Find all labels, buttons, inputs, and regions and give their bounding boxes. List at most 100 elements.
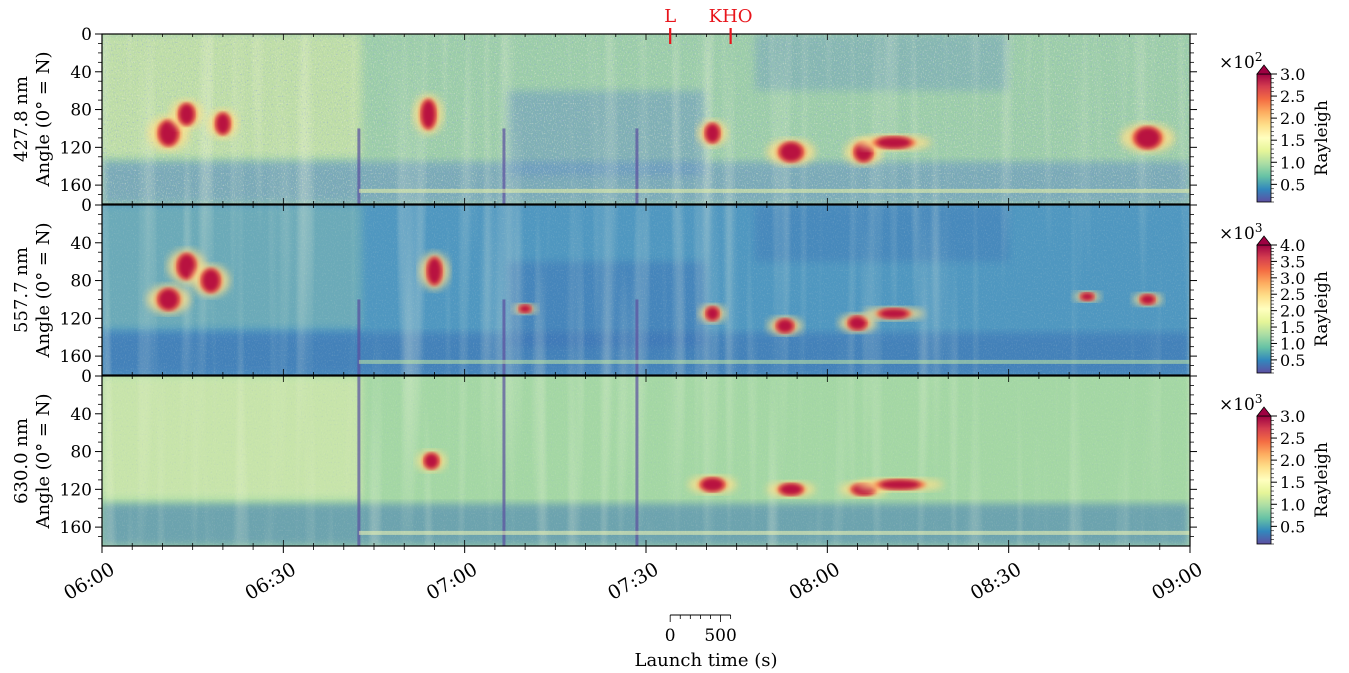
- y-tick-label: 120: [60, 138, 92, 158]
- scale-bar-tick-label: 500: [704, 626, 736, 646]
- y-tick-label: 0: [81, 196, 92, 216]
- aurora-event: [698, 304, 727, 323]
- colorbar-tick-label: 2.0: [1280, 302, 1305, 321]
- launch-time-scale-bar: Launch time (s) 0 500: [635, 614, 778, 671]
- marker-kho: KHO: [709, 6, 753, 44]
- panel-wavelength-label: 557.7 nm: [11, 247, 32, 333]
- colorbar-tick-label: 1.0: [1280, 153, 1305, 172]
- y-tick-label: 120: [60, 309, 92, 329]
- aurora-event: [207, 109, 238, 139]
- colorbar-tick-label: 3.5: [1280, 252, 1305, 271]
- colorbar-label: Rayleigh: [1312, 100, 1332, 176]
- colorbar-tick-label: 2.5: [1280, 87, 1305, 106]
- colorbar-tick-label: 2.0: [1280, 451, 1305, 470]
- colorbar-tick-label: 3.0: [1280, 269, 1305, 288]
- colorbar-extend-arrow: [1256, 235, 1272, 246]
- panel-2: 0 40 80 120 160 557.7 nm Angle (0° = N): [11, 196, 1197, 376]
- colorbar-tick-label: 1.0: [1280, 334, 1305, 353]
- y-axis-label: Angle (0° = N): [33, 51, 54, 187]
- y-tick-label: 80: [70, 272, 92, 292]
- y-tick-label: 0: [81, 367, 92, 387]
- y-tick-label: 160: [60, 176, 92, 196]
- colorbar-1: 3.0 2.5 2.0 1.5 1.0 0.5 ×102 Rayleigh: [1219, 50, 1332, 203]
- aurora-event: [512, 303, 538, 315]
- aurora-event: [767, 316, 803, 336]
- heatmap-image: [102, 376, 1190, 546]
- y-tick-label: 80: [70, 443, 92, 463]
- y-tick-label: 40: [70, 63, 92, 83]
- panel-wavelength-label: 427.8 nm: [11, 76, 32, 162]
- heatmap-image: [102, 205, 1190, 375]
- x-tick-label: 07:00: [423, 558, 481, 604]
- aurora-event: [416, 450, 447, 472]
- aurora-event: [688, 475, 737, 494]
- colorbar-tick-label: 1.0: [1280, 495, 1305, 514]
- aurora-event: [1132, 292, 1163, 307]
- colorbar-tick-label: 3.0: [1280, 407, 1305, 426]
- scale-bar-label: Launch time (s): [635, 650, 778, 671]
- marker-label: KHO: [709, 6, 753, 27]
- colorbar-gradient: [1256, 73, 1272, 203]
- y-tick-label: 160: [60, 518, 92, 538]
- colorbar-tick-label: 1.5: [1280, 131, 1305, 150]
- colorbar-tick-label: 0.5: [1280, 175, 1305, 194]
- colorbar-tick-label: 2.0: [1280, 109, 1305, 128]
- panel-1: 0 40 80 120 160 427.8 nm Angle (0° = N): [11, 25, 1197, 205]
- colorbar-extend-arrow: [1256, 64, 1272, 75]
- aurora-event: [1073, 291, 1101, 302]
- x-tick-label: 06:00: [60, 558, 118, 604]
- colorbar-multiplier: ×102: [1219, 50, 1263, 73]
- aurora-event: [855, 478, 945, 492]
- y-tick-label: 120: [60, 480, 92, 500]
- colorbar-tick-label: 2.5: [1280, 429, 1305, 448]
- colorbar-tick-label: 2.5: [1280, 285, 1305, 304]
- x-tick-label: 08:30: [967, 558, 1025, 604]
- panel-3: 0 40 80 120 160 630.0 nm Angle (0° = N): [11, 367, 1197, 547]
- colorbar-multiplier: ×103: [1219, 392, 1263, 415]
- colorbar-tick-label: 4.0: [1280, 236, 1305, 255]
- y-tick-label: 0: [81, 25, 92, 45]
- aurora-event: [697, 119, 728, 147]
- aurora-event: [862, 307, 925, 321]
- time-axis: 06:00 06:30 07:00 07:30 08:00 08:30 09:00: [60, 546, 1207, 605]
- x-tick-label: 09:00: [1148, 558, 1206, 604]
- colorbar-tick-label: 3.0: [1280, 65, 1305, 84]
- marker-l: L: [664, 6, 676, 44]
- aurora-event: [191, 264, 230, 297]
- colorbar-extend-arrow: [1256, 406, 1272, 417]
- y-tick-label: 80: [70, 101, 92, 121]
- aurora-event: [856, 134, 932, 151]
- aurora-event: [1120, 123, 1175, 153]
- heatmap-image: [102, 34, 1190, 204]
- aurora-event: [419, 252, 450, 290]
- x-tick-label: 07:30: [604, 558, 662, 604]
- marker-label: L: [664, 6, 676, 27]
- colorbar-label: Rayleigh: [1312, 442, 1332, 518]
- colorbar-tick-label: 0.5: [1280, 517, 1305, 536]
- launch-markers: L KHO: [664, 6, 753, 44]
- aurora-event: [766, 138, 816, 166]
- aurora-event: [766, 481, 816, 498]
- aurora-event: [838, 313, 877, 333]
- aurora-event: [170, 99, 203, 129]
- colorbar-label: Rayleigh: [1312, 271, 1332, 347]
- scale-bar-tick-label: 0: [665, 626, 676, 646]
- y-tick-label: 40: [70, 234, 92, 254]
- colorbar-tick-label: 0.5: [1280, 351, 1305, 370]
- y-tick-label: 40: [70, 405, 92, 425]
- colorbar-tick-label: 1.5: [1280, 318, 1305, 337]
- panel-wavelength-label: 630.0 nm: [11, 418, 32, 504]
- aurora-event: [146, 284, 191, 314]
- y-axis-label: Angle (0° = N): [33, 222, 54, 358]
- colorbars: 3.02.52.01.51.00.5×102Rayleigh4.03.53.02…: [1219, 50, 1332, 545]
- colorbar-2: 4.03.53.02.52.01.51.00.5 ×103 Rayleigh: [1219, 221, 1332, 374]
- x-tick-label: 08:00: [785, 558, 843, 604]
- aurora-event: [413, 94, 444, 135]
- y-axis-label: Angle (0° = N): [33, 393, 54, 529]
- colorbar-gradient: [1256, 244, 1272, 374]
- colorbar-3: 3.0 2.5 2.0 1.5 1.0 0.5 ×103 Rayleigh: [1219, 392, 1332, 545]
- colorbar-gradient: [1256, 415, 1272, 545]
- colorbar-multiplier: ×103: [1219, 221, 1263, 244]
